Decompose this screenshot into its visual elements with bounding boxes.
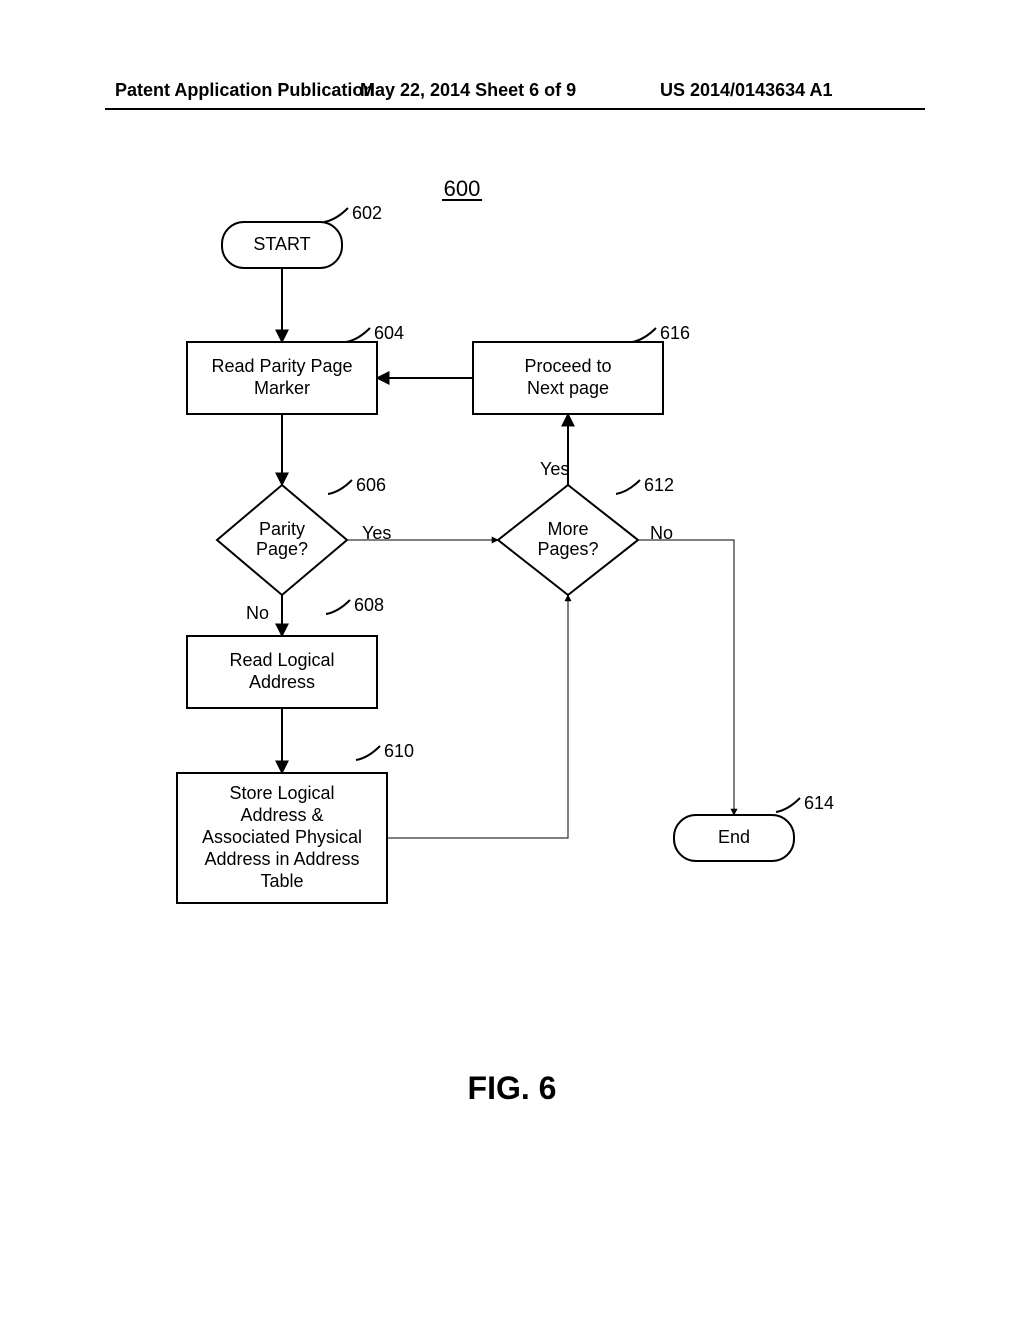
svg-text:Read Parity Page: Read Parity Page	[211, 356, 352, 376]
page: Patent Application Publication May 22, 2…	[0, 0, 1024, 1320]
svg-text:Page?: Page?	[256, 539, 308, 559]
ref-n604: 604	[374, 323, 404, 343]
svg-text:Table: Table	[260, 871, 303, 891]
ref-n608: 608	[354, 595, 384, 615]
svg-text:Marker: Marker	[254, 378, 310, 398]
svg-text:Address &: Address &	[240, 805, 323, 825]
svg-text:Address in Address: Address in Address	[204, 849, 359, 869]
label-yes-n612: Yes	[540, 459, 569, 479]
label-yes-n606: Yes	[362, 523, 391, 543]
label-no-n606: No	[246, 603, 269, 623]
svg-text:START: START	[253, 234, 310, 254]
ref-n612: 612	[644, 475, 674, 495]
label-no-n612: No	[650, 523, 673, 543]
ref-n606: 606	[356, 475, 386, 495]
svg-text:Next page: Next page	[527, 378, 609, 398]
ref-n602: 602	[352, 203, 382, 223]
svg-text:Associated Physical: Associated Physical	[202, 827, 362, 847]
edge-n610-n612	[387, 595, 568, 838]
svg-text:More: More	[547, 519, 588, 539]
flowchart-svg: 600 START 602 Read Parity PageMarker 604 Proc…	[0, 0, 1024, 1320]
ref-n616: 616	[660, 323, 690, 343]
figure-label: FIG. 6	[0, 1070, 1024, 1107]
svg-text:Read Logical: Read Logical	[229, 650, 334, 670]
ref-n610: 610	[384, 741, 414, 761]
svg-text:Address: Address	[249, 672, 315, 692]
svg-text:Store Logical: Store Logical	[229, 783, 334, 803]
svg-text:Parity: Parity	[259, 519, 305, 539]
svg-text:Pages?: Pages?	[537, 539, 598, 559]
ref-n614: 614	[804, 793, 834, 813]
figure-number: 600	[444, 176, 481, 201]
svg-text:Proceed to: Proceed to	[524, 356, 611, 376]
svg-text:End: End	[718, 827, 750, 847]
edge-n612-n614	[638, 540, 734, 815]
